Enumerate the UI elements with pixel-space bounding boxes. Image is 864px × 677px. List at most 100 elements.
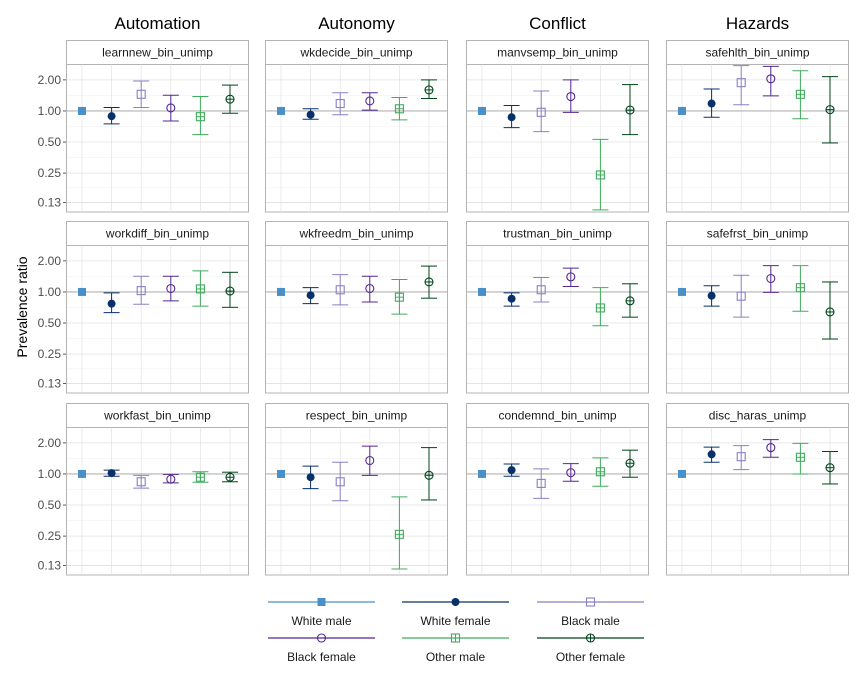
point-other-female: [421, 265, 437, 299]
point-black-male: [533, 90, 550, 133]
marker-circle: [707, 450, 716, 459]
point-other-female: [222, 84, 238, 114]
panel-title: learnnew_bin_unimp: [102, 46, 213, 60]
point-black-male: [533, 468, 550, 499]
marker-open-square: [536, 107, 546, 117]
panel-wkdecide_bin_unimp: wkdecide_bin_unimp: [265, 40, 448, 213]
marker-open-circle: [166, 474, 176, 484]
marker-open-circle: [566, 468, 576, 478]
point-black-male: [133, 80, 150, 109]
point-white-male: [478, 106, 486, 115]
point-white-female: [503, 463, 520, 477]
legend-label: Other female: [556, 650, 626, 664]
panel-title: workdiff_bin_unimp: [105, 227, 209, 241]
point-other-male: [391, 496, 408, 570]
column-header-0: Automation: [115, 14, 201, 33]
marker-square: [78, 469, 86, 478]
y-tick-label: 1.00: [38, 285, 62, 299]
point-white-female: [703, 446, 720, 463]
column-header-2: Conflict: [529, 14, 586, 33]
point-other-female: [622, 449, 638, 478]
marker-square: [277, 106, 285, 115]
point-other-male: [192, 270, 209, 307]
point-black-female: [562, 267, 579, 287]
panel-title: safehlth_bin_unimp: [705, 46, 809, 60]
y-tick-label: 1.00: [38, 467, 62, 481]
point-other-female: [822, 451, 838, 485]
point-black-female: [361, 92, 378, 111]
marker-circle: [707, 291, 716, 300]
marker-circle: [107, 469, 116, 478]
y-tick-label: 0.50: [38, 498, 62, 512]
panel-plot-area: [265, 427, 448, 576]
panel-plot-area: [666, 64, 849, 213]
point-black-male: [733, 65, 750, 106]
point-white-female: [103, 107, 120, 125]
point-white-female: [503, 104, 520, 129]
marker-open-square: [136, 89, 146, 99]
panel-strip: [666, 40, 849, 65]
point-black-female: [162, 94, 179, 122]
panel-title: trustman_bin_unimp: [503, 227, 612, 241]
panel-strip: [666, 221, 849, 246]
marker-square: [678, 106, 686, 115]
point-white-female: [302, 108, 319, 120]
marker-open-square: [736, 452, 746, 462]
legend-item-black-male: Black male: [537, 597, 644, 628]
panel-plot-area: [466, 427, 649, 576]
marker-circle: [107, 299, 116, 308]
marker-open-circle: [365, 96, 375, 106]
legend-item-white-male: White male: [268, 598, 375, 628]
marker-open-square: [136, 286, 146, 296]
point-black-male: [533, 277, 550, 303]
y-tick-label: 0.13: [38, 558, 62, 572]
legend-label: White male: [291, 614, 351, 628]
marker-circle: [507, 113, 516, 122]
point-black-female: [361, 445, 378, 476]
point-white-female: [103, 292, 120, 314]
point-white-male: [678, 106, 686, 115]
marker-circle: [306, 291, 315, 300]
point-other-male: [192, 471, 209, 483]
legend-item-black-female: Black female: [268, 633, 375, 664]
point-white-female: [503, 292, 520, 307]
panel-title: respect_bin_unimp: [306, 409, 408, 423]
panel-strip: [66, 221, 249, 246]
point-other-male: [792, 442, 809, 475]
marker-square: [277, 287, 285, 296]
marker-open-circle: [566, 272, 576, 282]
point-white-female: [302, 465, 319, 490]
panel-strip: [66, 40, 249, 65]
point-white-male: [678, 469, 686, 478]
point-other-female: [822, 76, 838, 144]
column-header-3: Hazards: [726, 14, 789, 33]
point-white-male: [78, 106, 86, 115]
point-other-male: [192, 96, 209, 136]
y-tick-label: 1.00: [38, 104, 62, 118]
panel-title: wkfreedm_bin_unimp: [298, 227, 413, 241]
point-white-female: [703, 285, 720, 307]
point-other-male: [792, 70, 809, 120]
point-black-male: [733, 274, 750, 318]
point-black-female: [762, 439, 779, 458]
panel-plot-area: [666, 427, 849, 576]
point-white-male: [78, 287, 86, 296]
point-black-female: [162, 275, 179, 302]
point-black-male: [133, 275, 150, 305]
marker-circle: [451, 598, 460, 606]
panel-strip: [66, 403, 249, 428]
panel-plot-area: [466, 245, 649, 394]
panel-title: condemnd_bin_unimp: [498, 409, 616, 423]
marker-square: [478, 469, 486, 478]
marker-square: [78, 106, 86, 115]
marker-open-circle: [766, 273, 776, 284]
point-other-male: [592, 138, 609, 211]
legend-label: Black male: [561, 614, 620, 628]
marker-open-circle: [166, 283, 176, 294]
panel-plot-area: [265, 245, 448, 394]
y-tick-label: 0.50: [38, 316, 62, 330]
marker-square: [478, 287, 486, 296]
panel-title: workfast_bin_unimp: [103, 409, 211, 423]
point-white-male: [277, 106, 285, 115]
marker-open-circle: [566, 91, 576, 102]
